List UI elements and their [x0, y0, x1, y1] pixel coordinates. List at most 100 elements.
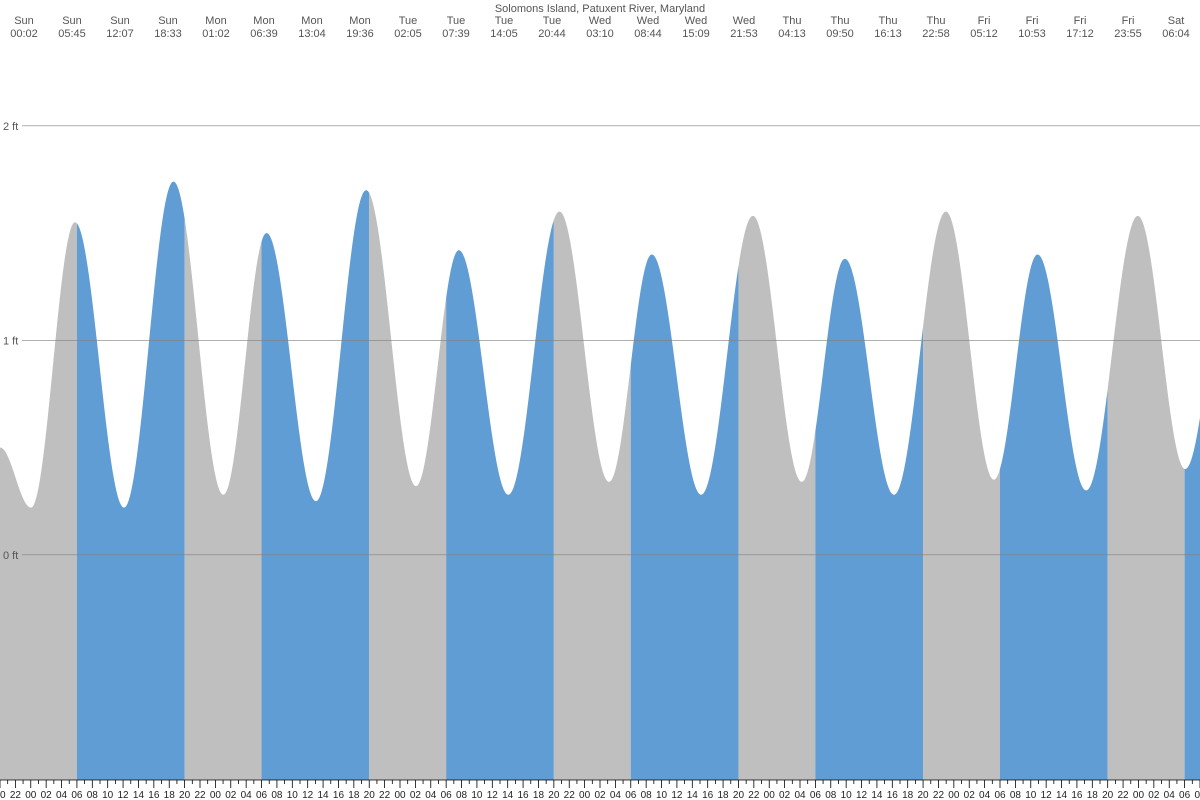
x-tick-label: 22 — [933, 790, 945, 800]
x-tick-label: 18 — [902, 790, 914, 800]
x-tick-label: 00 — [210, 790, 222, 800]
x-tick-label: 14 — [687, 790, 699, 800]
header-day: Tue — [447, 15, 466, 27]
header-day: Sun — [14, 15, 34, 27]
y-tick-label: 1 ft — [3, 335, 18, 347]
header-day: Wed — [637, 15, 659, 27]
x-tick-label: 10 — [841, 790, 853, 800]
x-tick-label: 04 — [794, 790, 806, 800]
x-tick-label: 20 — [1102, 790, 1114, 800]
x-tick-label: 06 — [71, 790, 83, 800]
x-tick-label: 04 — [1164, 790, 1176, 800]
header-day: Sun — [110, 15, 130, 27]
header-day: Mon — [205, 15, 226, 27]
x-tick-label: 10 — [102, 790, 114, 800]
x-tick-label: 18 — [348, 790, 360, 800]
x-tick-label: 22 — [194, 790, 206, 800]
header-time: 12:07 — [106, 28, 134, 40]
x-tick-label: 14 — [871, 790, 883, 800]
header-day: Fri — [1122, 15, 1135, 27]
header-time: 06:04 — [1162, 28, 1190, 40]
x-tick-label: 02 — [410, 790, 422, 800]
x-tick-label: 12 — [856, 790, 868, 800]
header-day: Sun — [158, 15, 178, 27]
x-tick-label: 02 — [594, 790, 606, 800]
header-time: 03:10 — [586, 28, 614, 40]
chart-title: Solomons Island, Patuxent River, Marylan… — [495, 3, 705, 15]
x-tick-label: 00 — [948, 790, 960, 800]
x-tick-label: 16 — [702, 790, 714, 800]
header-day: Mon — [253, 15, 274, 27]
x-tick-label: 08 — [1010, 790, 1022, 800]
x-tick-label: 02 — [225, 790, 237, 800]
tide-chart: 0 ft 1 ft 2 ft Solomons Island, Patuxent Ri… — [0, 0, 1200, 800]
header-time: 18:33 — [154, 28, 182, 40]
x-tick-label: 12 — [302, 790, 314, 800]
header-time: 23:55 — [1114, 28, 1142, 40]
header-time: 10:53 — [1018, 28, 1046, 40]
x-tick-label: 00 — [1133, 790, 1145, 800]
y-tick-label: 2 ft — [3, 121, 18, 133]
header-day: Thu — [879, 15, 898, 27]
x-tick-label: 04 — [425, 790, 437, 800]
x-tick-label: 08 — [1194, 790, 1200, 800]
x-tick-label: 08 — [87, 790, 99, 800]
header-day: Sat — [1168, 15, 1185, 27]
x-tick-label: 16 — [887, 790, 899, 800]
x-tick-label: 04 — [610, 790, 622, 800]
x-tick-label: 20 — [733, 790, 745, 800]
header-day: Wed — [733, 15, 755, 27]
x-tick-label: 22 — [10, 790, 22, 800]
header-day: Tue — [495, 15, 514, 27]
x-tick-label: 00 — [579, 790, 591, 800]
x-tick-label: 06 — [994, 790, 1006, 800]
header-time: 09:50 — [826, 28, 854, 40]
x-tick-label: 10 — [471, 790, 483, 800]
x-tick-label: 06 — [810, 790, 822, 800]
header-time: 05:12 — [970, 28, 998, 40]
header-day: Wed — [589, 15, 611, 27]
header-time: 02:05 — [394, 28, 422, 40]
x-tick-label: 04 — [241, 790, 253, 800]
header-time: 17:12 — [1066, 28, 1094, 40]
x-tick-label: 20 — [918, 790, 930, 800]
x-tick-label: 16 — [333, 790, 345, 800]
x-tick-label: 04 — [979, 790, 991, 800]
header-time: 04:13 — [778, 28, 806, 40]
x-tick-label: 16 — [148, 790, 160, 800]
header-time: 05:45 — [58, 28, 86, 40]
header-day: Thu — [831, 15, 850, 27]
header-day: Tue — [543, 15, 562, 27]
header-day: Mon — [301, 15, 322, 27]
x-tick-label: 10 — [656, 790, 668, 800]
x-tick-label: 20 — [364, 790, 376, 800]
x-tick-label: 12 — [671, 790, 683, 800]
x-tick-label: 08 — [271, 790, 283, 800]
x-tick-label: 02 — [1148, 790, 1160, 800]
header-time: 15:09 — [682, 28, 710, 40]
y-tick-label: 0 ft — [3, 550, 18, 562]
x-tick-label: 08 — [641, 790, 653, 800]
x-tick-label: 20 — [0, 790, 6, 800]
x-tick-label: 08 — [456, 790, 468, 800]
header-day: Fri — [1026, 15, 1039, 27]
header-time: 06:39 — [250, 28, 278, 40]
x-tick-label: 14 — [318, 790, 330, 800]
header-time: 22:58 — [922, 28, 950, 40]
header-day: Sun — [62, 15, 82, 27]
header-day: Fri — [978, 15, 991, 27]
x-tick-label: 14 — [133, 790, 145, 800]
x-tick-label: 20 — [179, 790, 191, 800]
x-tick-label: 22 — [1118, 790, 1130, 800]
x-tick-label: 22 — [564, 790, 576, 800]
x-tick-label: 12 — [1041, 790, 1053, 800]
x-tick-label: 00 — [394, 790, 406, 800]
x-tick-label: 06 — [1179, 790, 1191, 800]
x-tick-label: 18 — [533, 790, 545, 800]
x-tick-label: 08 — [825, 790, 837, 800]
x-tick-label: 06 — [625, 790, 637, 800]
x-tick-label: 00 — [764, 790, 776, 800]
x-tick-label: 12 — [487, 790, 499, 800]
header-day: Thu — [783, 15, 802, 27]
header-time: 08:44 — [634, 28, 662, 40]
